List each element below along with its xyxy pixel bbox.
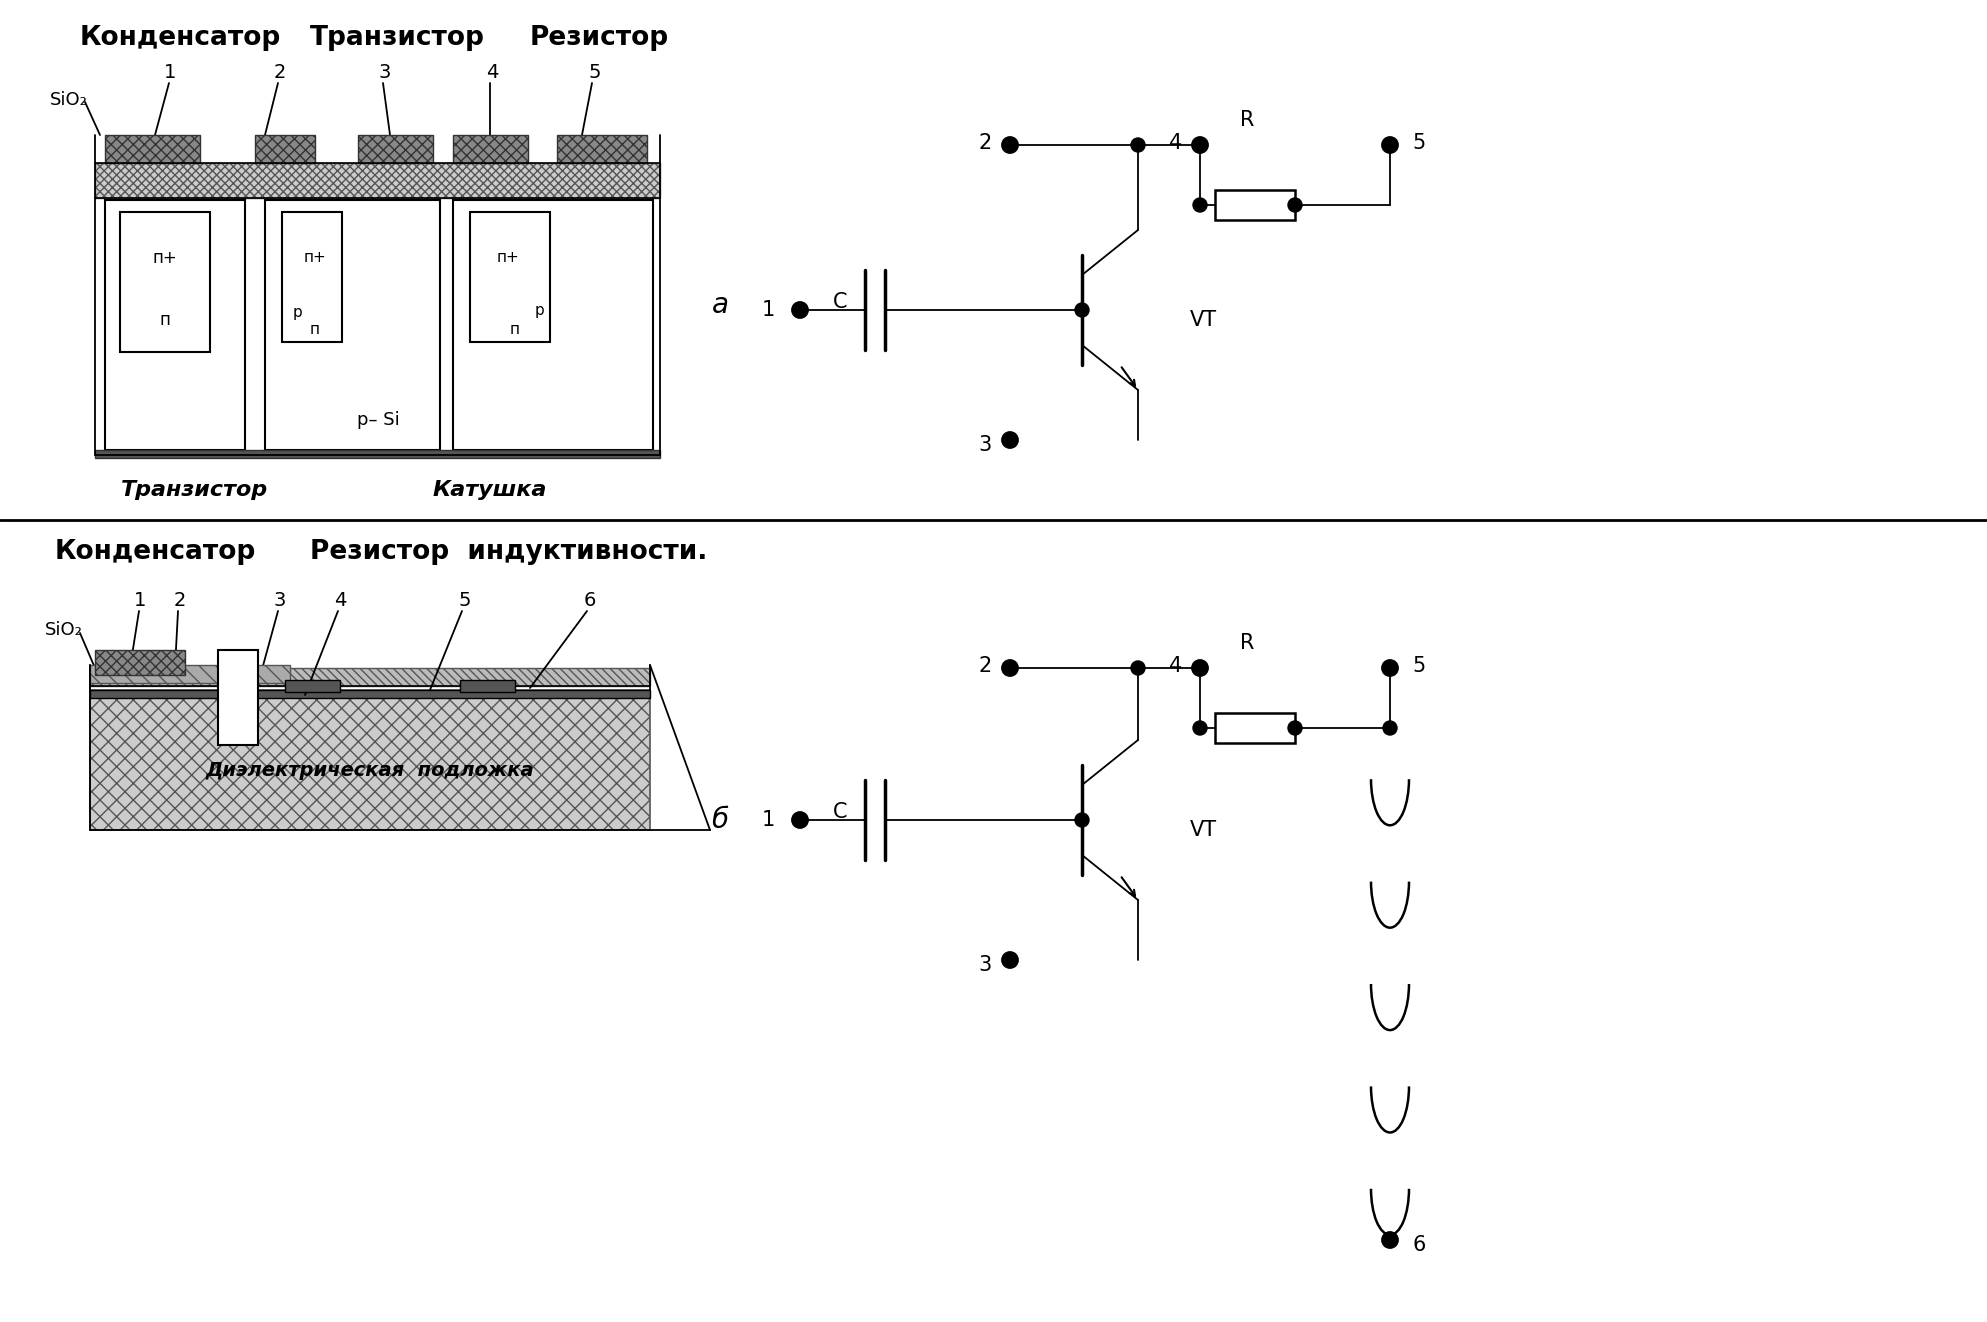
Bar [254,135,316,163]
Text: R: R [1240,110,1254,130]
Text: 3: 3 [274,591,286,609]
Text: C: C [833,802,846,822]
Bar [453,135,529,163]
Text: 2: 2 [980,134,992,153]
Bar [1214,190,1296,219]
Bar [95,650,185,676]
Circle shape [1131,661,1145,676]
Text: п: п [511,323,521,337]
Text: 3: 3 [380,62,391,82]
Bar [264,200,439,449]
Bar [89,690,650,830]
Circle shape [1001,952,1017,968]
Circle shape [1383,137,1399,153]
Text: 5: 5 [588,62,602,82]
Circle shape [1383,1232,1399,1248]
Bar [89,665,290,683]
Text: п+: п+ [153,249,177,267]
Bar [471,212,550,342]
Bar [358,135,433,163]
Text: Конденсатор: Конденсатор [79,25,282,52]
Text: VT: VT [1190,309,1218,330]
Text: Резистор: Резистор [531,25,670,52]
Text: C: C [833,292,846,312]
Text: Катушка: Катушка [433,480,546,500]
Circle shape [1001,660,1017,676]
Circle shape [1383,660,1399,676]
Bar [95,449,660,457]
Bar [119,212,211,352]
Bar [95,163,660,198]
Text: 6: 6 [584,591,596,609]
Text: Резистор  индуктивности.: Резистор индуктивности. [310,539,707,564]
Bar [461,680,515,691]
Text: п: п [310,323,320,337]
Circle shape [1288,720,1301,735]
Bar [1214,713,1296,743]
Circle shape [1288,198,1301,212]
Text: п+: п+ [304,250,326,266]
Text: 4: 4 [334,591,346,609]
Text: 4: 4 [1168,134,1182,153]
Text: 2: 2 [980,656,992,676]
Circle shape [1001,432,1017,448]
Text: р– Si: р– Si [356,411,399,430]
Text: 5: 5 [1413,134,1425,153]
Text: Конденсатор: Конденсатор [56,539,256,564]
Text: 4: 4 [485,62,499,82]
Circle shape [793,812,809,828]
Text: 2: 2 [173,591,187,609]
Text: Транзистор: Транзистор [310,25,485,52]
Text: а: а [711,291,729,319]
Bar [105,135,201,163]
Text: 3: 3 [980,435,992,455]
Circle shape [1075,303,1089,317]
Text: б: б [711,806,729,834]
Bar [89,690,650,698]
Text: VT: VT [1190,820,1218,839]
Circle shape [793,301,809,319]
Circle shape [1192,720,1206,735]
Text: 1: 1 [133,591,147,609]
Text: п+: п+ [497,250,519,266]
Bar [453,200,654,449]
Text: 1: 1 [163,62,177,82]
Bar [89,668,650,686]
Text: 6: 6 [1413,1235,1425,1255]
Text: 1: 1 [761,300,775,320]
Text: 4: 4 [1168,656,1182,676]
Bar [282,212,342,342]
Circle shape [1383,720,1397,735]
Text: 5: 5 [459,591,471,609]
Text: Диэлектрическая  подложка: Диэлектрическая подложка [207,760,535,780]
Circle shape [1192,137,1208,153]
Text: 2: 2 [274,62,286,82]
Text: R: R [1240,633,1254,653]
Circle shape [1131,137,1145,152]
Bar [219,650,258,746]
Circle shape [1001,137,1017,153]
Text: р: р [292,304,302,320]
Circle shape [1192,660,1208,676]
Text: Транзистор: Транзистор [121,480,268,500]
Text: SiO₂: SiO₂ [50,91,87,108]
Bar [556,135,648,163]
Bar [105,200,244,449]
Text: р: р [535,303,544,317]
Bar [284,680,340,691]
Text: 1: 1 [761,810,775,830]
Text: 5: 5 [1413,656,1425,676]
Text: 3: 3 [980,954,992,976]
Text: п: п [159,311,171,329]
Text: SiO₂: SiO₂ [46,621,83,639]
Circle shape [1075,813,1089,828]
Circle shape [1192,198,1206,212]
